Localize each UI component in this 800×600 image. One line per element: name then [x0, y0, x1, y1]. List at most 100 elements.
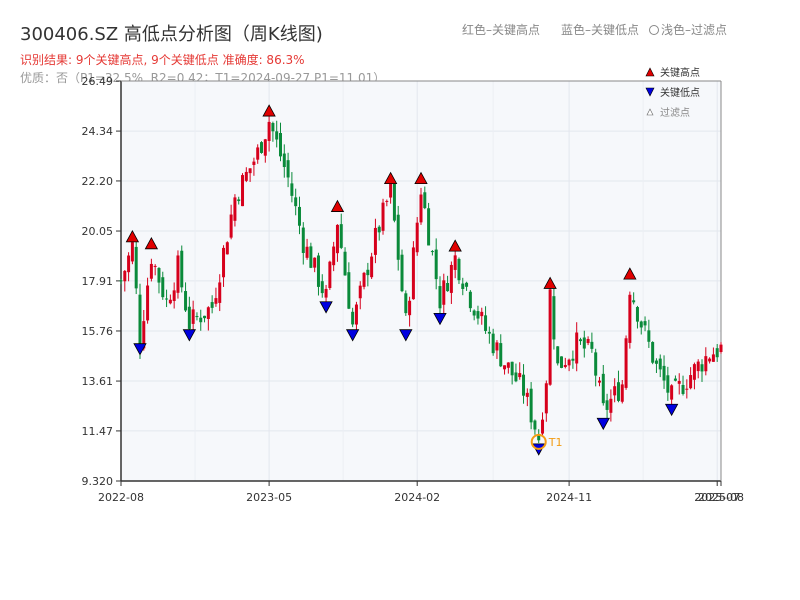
y-tick-label: 17.91 — [82, 275, 114, 288]
key-low-marker — [664, 403, 679, 417]
candle-body — [282, 153, 286, 168]
candle-body — [176, 255, 180, 293]
candle-body — [278, 132, 282, 157]
candle-body — [225, 242, 229, 255]
candle-body — [389, 181, 393, 198]
candle-body — [218, 282, 222, 303]
candle-body — [385, 200, 389, 202]
candle-body — [518, 373, 522, 378]
candle-body — [590, 341, 594, 349]
candle-body — [260, 142, 264, 153]
candle-body — [635, 307, 639, 322]
candle-body — [316, 255, 320, 287]
candle-body — [556, 346, 560, 364]
candle-body — [256, 147, 260, 160]
y-tick-label: 9.320 — [82, 475, 114, 488]
candle-body — [442, 280, 446, 305]
candle-body — [309, 246, 313, 268]
t1-label: T1 — [548, 436, 563, 449]
candle-body — [187, 306, 191, 329]
candle-body — [267, 121, 271, 141]
candle-body — [533, 420, 537, 430]
candle-body — [191, 309, 195, 324]
candle-body — [411, 247, 415, 300]
key-high-marker — [125, 230, 140, 243]
candle-body — [613, 386, 617, 396]
candle-body — [601, 373, 605, 404]
key-low-marker — [182, 329, 197, 342]
candle-body — [180, 250, 184, 288]
candle-body — [430, 251, 434, 253]
x-tick-label: 2022-08 — [98, 491, 144, 504]
candle-body — [609, 398, 613, 413]
candle-body — [358, 285, 362, 299]
candle-body — [491, 333, 495, 354]
legend-low-icon — [645, 87, 655, 97]
legend-filtered-note: 浅色–过滤点 — [649, 21, 727, 38]
candle-body — [548, 289, 552, 385]
candle-body — [628, 294, 632, 343]
candle-body — [381, 202, 385, 231]
candle-body — [210, 302, 214, 308]
candle-body — [195, 316, 199, 318]
candle-body — [476, 311, 480, 319]
candle-body — [335, 224, 339, 254]
candle-body — [244, 171, 248, 181]
candle-body — [510, 361, 514, 376]
candle-body — [222, 247, 226, 278]
candle-body — [347, 272, 351, 309]
candle-body — [472, 310, 476, 316]
candle-body — [157, 268, 161, 283]
candle-body — [537, 435, 541, 441]
candle-body — [582, 337, 586, 349]
candle-body — [168, 299, 172, 304]
key-high-marker — [262, 104, 276, 117]
key-high-marker — [543, 276, 557, 289]
chart-title: 300406.SZ 高低点分析图（周K线图) — [20, 24, 323, 45]
candle-body — [643, 321, 647, 326]
candle-body — [415, 222, 419, 253]
candle-body — [313, 257, 317, 268]
candle-body — [392, 183, 396, 221]
candle-body — [438, 286, 442, 309]
candle-body — [142, 321, 146, 349]
key-high-marker — [414, 171, 428, 185]
key-high-marker — [623, 267, 637, 280]
candle-body — [560, 356, 564, 368]
candle-body — [127, 255, 131, 273]
legend-entry-label: 关键高点 — [660, 66, 700, 79]
candle-body — [578, 339, 582, 342]
candle-body — [161, 277, 165, 298]
candle-body — [525, 392, 529, 397]
candle-body — [616, 382, 620, 401]
candle-body — [294, 197, 298, 207]
legend-filtered-icon — [646, 108, 654, 116]
candle-body — [423, 192, 427, 209]
candle-body — [457, 258, 461, 281]
x-tick-label: 2025-08 — [698, 491, 744, 504]
key-low-marker — [596, 417, 610, 431]
candle-body — [571, 358, 575, 361]
t1-marker — [530, 433, 547, 450]
candle-body — [427, 208, 431, 246]
candle-body — [263, 139, 267, 156]
candle-body — [123, 270, 127, 282]
y-tick-label: 20.05 — [82, 225, 114, 238]
candle-body — [696, 361, 700, 372]
candle-body — [237, 199, 241, 202]
y-tick-label: 13.61 — [82, 375, 114, 388]
candle-body — [400, 254, 404, 292]
y-tick-label: 15.76 — [82, 325, 114, 338]
candle-body — [248, 168, 252, 174]
candle-body — [503, 365, 507, 370]
candle-body — [146, 285, 150, 321]
candle-body — [301, 227, 305, 253]
candle-body — [343, 251, 347, 276]
legend-entry-label: 过滤点 — [660, 106, 690, 119]
candle-body — [324, 288, 328, 298]
candle-body — [639, 321, 643, 328]
candle-body — [153, 265, 157, 267]
key-low-marker — [133, 343, 147, 356]
candle-body — [351, 311, 355, 325]
